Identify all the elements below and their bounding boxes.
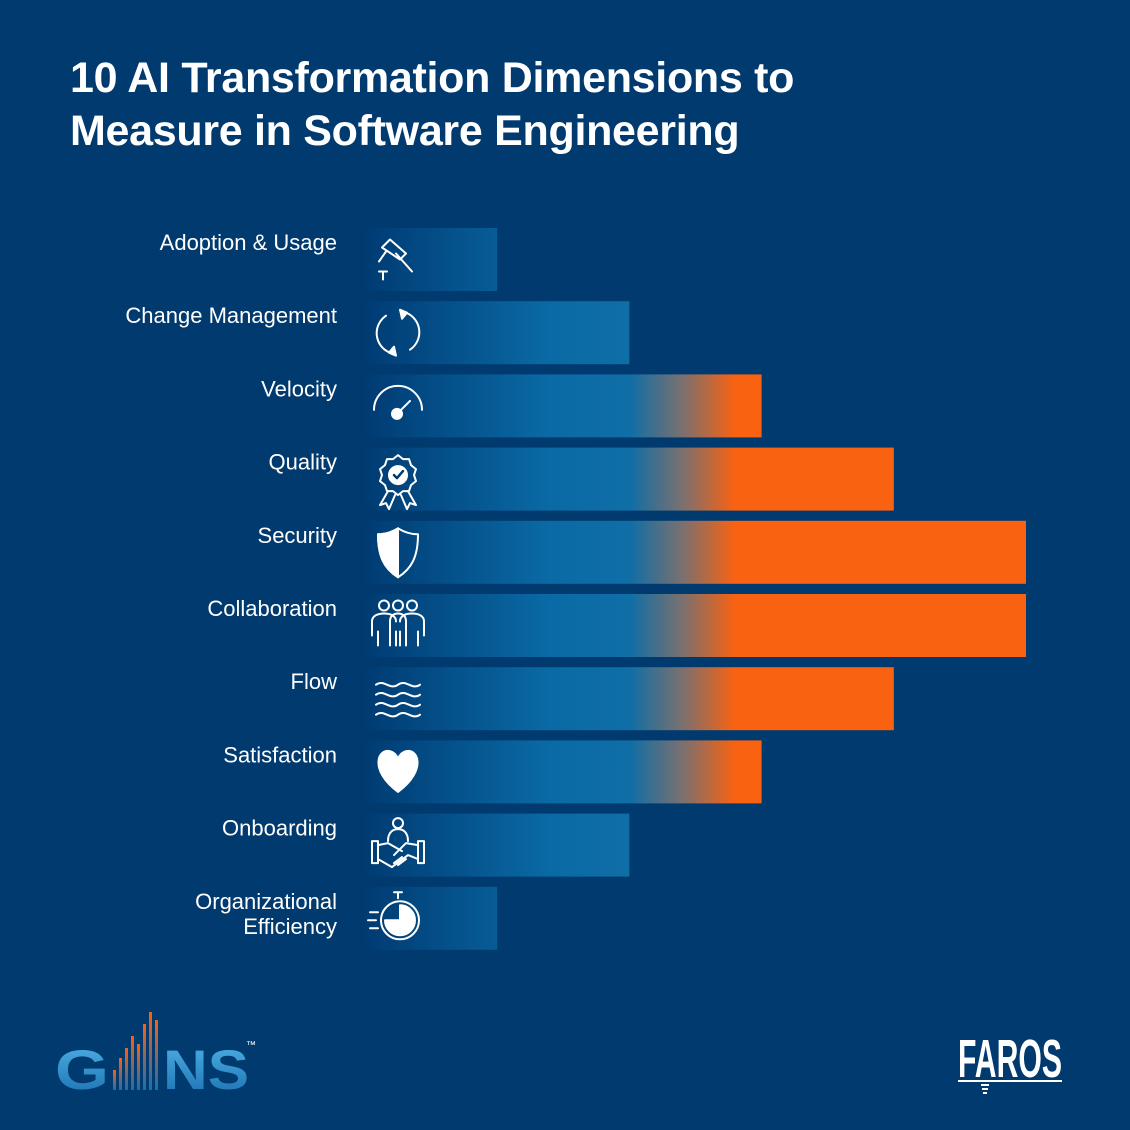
svg-text:FAROS: FAROS (958, 1029, 1062, 1089)
category-label: Satisfaction (223, 742, 337, 767)
title-line-2: Measure in Software Engineering (70, 107, 740, 155)
hammer-icon (378, 238, 413, 281)
category-label-line: Velocity (261, 376, 337, 401)
shield-icon (377, 527, 419, 579)
bar (365, 594, 1026, 657)
category-label-line: Organizational (195, 889, 337, 914)
bar (365, 447, 894, 511)
bar (365, 520, 1026, 584)
bar (365, 228, 498, 291)
category-label: Onboarding (222, 816, 337, 841)
bar (365, 301, 630, 365)
speedometer-icon (373, 384, 423, 420)
handshake-icon (371, 817, 425, 869)
category-label-line: Satisfaction (223, 742, 337, 767)
waves-flow-icon (375, 682, 421, 718)
category-label: Flow (291, 669, 338, 694)
category-label: Velocity (261, 376, 337, 401)
faros-logo: FAROS (958, 1029, 1062, 1094)
title-line-1: 10 AI Transformation Dimensions to (70, 54, 795, 102)
bar (365, 813, 630, 877)
category-label: Collaboration (207, 596, 337, 621)
category-label: Change Management (125, 303, 337, 328)
svg-text:™: ™ (246, 1040, 256, 1051)
team-people-icon (371, 599, 425, 647)
chart-title: 10 AI Transformation Dimensions to Measu… (70, 52, 970, 158)
category-label-line: Adoption & Usage (160, 230, 337, 255)
award-badge-icon (379, 454, 417, 511)
category-label-line: Security (258, 523, 337, 548)
category-label-line: Flow (291, 669, 338, 694)
category-label: Adoption & Usage (160, 230, 337, 255)
bar (365, 740, 762, 804)
category-label-line: Efficiency (243, 914, 337, 939)
refresh-cycle-icon (375, 308, 421, 357)
category-label-line: Onboarding (222, 816, 337, 841)
bar (365, 886, 498, 950)
category-label-line: Quality (269, 450, 337, 475)
heart-icon (377, 749, 419, 793)
svg-text:G: G (55, 1038, 109, 1100)
category-label: Security (258, 523, 337, 548)
bar (365, 667, 894, 731)
category-label: Organizational Efficiency (195, 889, 337, 939)
category-label-line: Change Management (125, 303, 337, 328)
bar (365, 374, 762, 438)
svg-text:NS: NS (163, 1038, 249, 1100)
category-label: Quality (269, 450, 337, 475)
category-label-line: Collaboration (207, 596, 337, 621)
gains-logo: G NS ™ (55, 1012, 256, 1100)
stopwatch-icon (367, 891, 420, 941)
